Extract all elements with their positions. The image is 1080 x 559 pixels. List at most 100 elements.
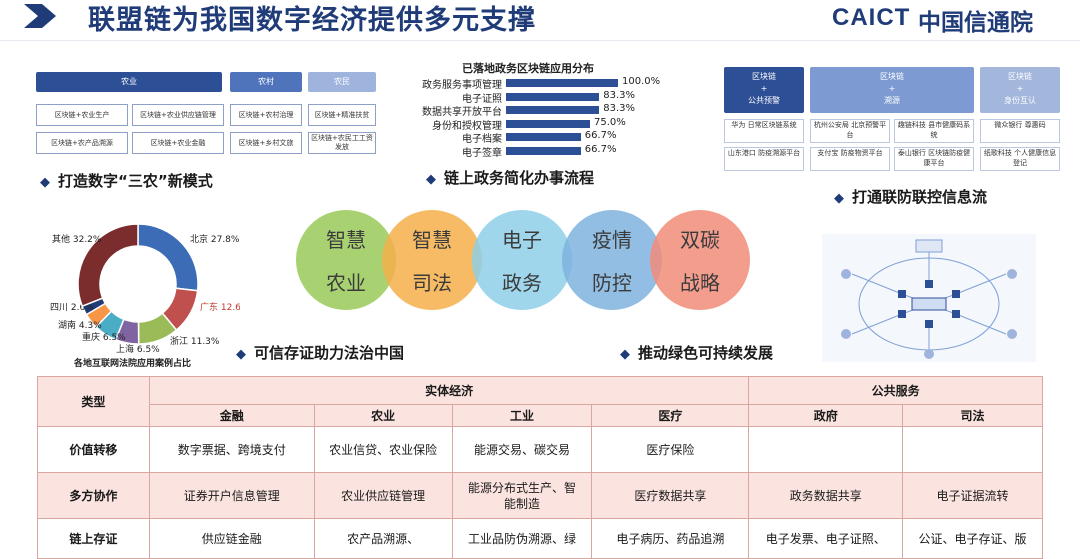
table-cell: 电子证据流转 [902, 472, 1043, 519]
bar-category-label: 电子证照 [462, 93, 502, 105]
bar-value-label: 83.3% [603, 89, 636, 101]
table-cell [902, 426, 1043, 473]
table-cell [748, 426, 904, 473]
donut-slice-label: 其他 32.2% [52, 233, 102, 245]
donut-slice-label: 广东 12.6% [200, 301, 240, 313]
agri-cell: 区块链+农村治理 [230, 104, 302, 126]
bar-value-label: 100.0% [622, 76, 661, 87]
table-cell: 农业供应链管理 [313, 472, 453, 519]
epidemic-cell: 趣链科技 县市健康码系统 [894, 119, 974, 143]
row-label: 链上存证 [37, 518, 150, 559]
donut-slice-label: 北京 27.8% [190, 233, 240, 245]
agri-cell: 区块链+农产品溯源 [36, 132, 128, 154]
bar-value-label: 75.0% [594, 116, 626, 128]
section-title-agri: ◆ 打造数字“三农”新模式 [40, 172, 213, 190]
table-cell: 农产品溯源、 [313, 518, 453, 559]
bar-category-label: 数据共享开放平台 [422, 107, 502, 118]
diamond-icon: ◆ [426, 172, 436, 187]
donut-slice-label: 浙江 11.3% [170, 335, 220, 347]
logo-cn: 中国信通院 [918, 10, 1033, 36]
epidemic-header-alert: 区块链 + 公共预警 [724, 67, 804, 113]
sub-header: 医疗 [591, 404, 750, 427]
sub-header: 金融 [148, 404, 315, 427]
row-label: 多方协作 [37, 472, 150, 519]
bar [506, 146, 581, 155]
section-title-green: ◆ 推动绿色可持续发展 [620, 344, 774, 362]
agri-cell: 区块链+农业金融 [132, 132, 224, 154]
epidemic-cell: 纸歌科技 个人健康信息登记 [980, 147, 1060, 171]
donut-slice [77, 223, 139, 308]
agri-cell: 区块链+农业生产 [36, 104, 128, 126]
table-cell: 证券开户信息管理 [148, 472, 315, 519]
sub-header: 工业 [451, 404, 593, 427]
circle-carbon: 双碳 战略 [650, 210, 750, 310]
diamond-icon: ◆ [620, 347, 630, 362]
table-cell: 工业品防伪溯源、绿 [451, 518, 593, 559]
agri-header-farmer: 农民 [308, 72, 376, 92]
epidemic-header-identity: 区块链 + 身份互认 [980, 67, 1060, 113]
bar-category-label: 电子签章 [462, 147, 502, 159]
donut-chart-title: 各地互联网法院应用案例占比 [74, 359, 192, 369]
table-row: 价值转移 数字票据、跨境支付 农业信贷、农业保险 能源交易、碳交易 医疗保险 [37, 426, 1043, 473]
epidemic-header-trace: 区块链 + 溯源 [810, 67, 974, 113]
bar [506, 92, 600, 101]
table-cell: 医疗数据共享 [591, 472, 750, 519]
epidemic-cell: 微众银行 尊惠码 [980, 119, 1060, 143]
epidemic-cell: 杭州公安局 北京预警平台 [810, 119, 890, 143]
epidemic-cell: 山东港口 防疫溯源平台 [724, 147, 804, 171]
agri-cell: 区块链+农民工工资发放 [308, 132, 376, 154]
bar-value-label: 66.7% [584, 130, 617, 141]
table-row: 多方协作 证券开户信息管理 农业供应链管理 能源分布式生产、智能制造 医疗数据共… [37, 472, 1043, 519]
table-cell: 数字票据、跨境支付 [148, 426, 315, 473]
network-diagram [822, 234, 1036, 362]
sub-header: 政府 [748, 404, 904, 427]
gov-chart-title: 已落地政务区块链应用分布 [462, 62, 594, 75]
bar-value-label: 66.7% [584, 143, 617, 155]
bar-category-label: 身份和授权管理 [432, 120, 502, 132]
epidemic-panel: 区块链 + 公共预警 区块链 + 溯源 区块链 + 身份互认 华为 日常区块链系… [724, 67, 1060, 177]
group-header-real: 实体经济 [148, 376, 750, 405]
bar [506, 133, 581, 141]
agri-cell: 区块链+农业供应链管理 [132, 104, 224, 126]
donut-slice-label: 湖南 4.3% [58, 319, 102, 331]
sub-header: 司法 [902, 404, 1043, 427]
table-cell: 公证、电子存证、版 [902, 518, 1043, 559]
diamond-icon: ◆ [236, 347, 246, 362]
epidemic-cell: 支付宝 防疫物资平台 [810, 147, 890, 171]
agri-cell: 区块链+乡村文旅 [230, 132, 302, 154]
bar [506, 119, 590, 128]
theme-circles: 智慧 农业 智慧 司法 电子 政务 疫情 防控 双碳 战略 [296, 208, 756, 312]
table-cell: 电子病历、药品追溯 [591, 518, 750, 559]
agri-panel: 农业 农村 农民 区块链+农业生产 区块链+农业供应链管理 区块链+农村治理 区… [36, 72, 376, 162]
agri-cell: 区块链+精准扶贫 [308, 104, 376, 126]
table-cell: 电子发票、电子证照、 [748, 518, 904, 559]
epidemic-cell: 华为 日常区块链系统 [724, 119, 804, 143]
epidemic-cell: 泰山银行 区块链防疫健康平台 [894, 147, 974, 171]
sub-header: 农业 [313, 404, 453, 427]
bar [506, 79, 618, 87]
table-cell: 农业信贷、农业保险 [313, 426, 453, 473]
agri-header-agriculture: 农业 [36, 72, 222, 92]
section-title-epidemic: ◆ 打通联防联控信息流 [834, 188, 988, 206]
donut-slice-label: 上海 6.5% [116, 343, 160, 355]
bar [506, 106, 600, 114]
table-row: 链上存证 供应链金融 农产品溯源、 工业品防伪溯源、绿 电子病历、药品追溯 电子… [37, 518, 1043, 559]
section-title-legal: ◆ 可信存证助力法治中国 [236, 344, 405, 362]
bar-category-label: 政务服务事项管理 [422, 80, 502, 91]
bar-category-label: 电子档案 [462, 134, 502, 145]
diamond-icon: ◆ [40, 175, 50, 190]
donut-slice [137, 223, 199, 292]
gov-bar-chart: 政务服务事项管理 100.0% 电子证照 83.3% 数据共享开放平台 83.3% 身份和授… [384, 76, 674, 166]
table-cell: 供应链金融 [148, 518, 315, 559]
donut-slice-label: 四川 2.6% [50, 303, 94, 313]
circle-epidemic: 疫情 防控 [562, 210, 662, 310]
bar-value-label: 83.3% [603, 103, 636, 114]
circle-smart-justice: 智慧 司法 [382, 210, 482, 310]
logo-arrow-icon [24, 4, 56, 28]
logo-en: CAICT [832, 4, 911, 31]
page-title: 联盟链为我国数字经济提供多元支撑 [88, 5, 536, 36]
donut-slice-label: 重庆 6.5% [82, 331, 126, 343]
table-cell: 政务数据共享 [748, 472, 904, 519]
type-header: 类型 [37, 376, 150, 427]
circle-smart-agri: 智慧 农业 [296, 210, 396, 310]
